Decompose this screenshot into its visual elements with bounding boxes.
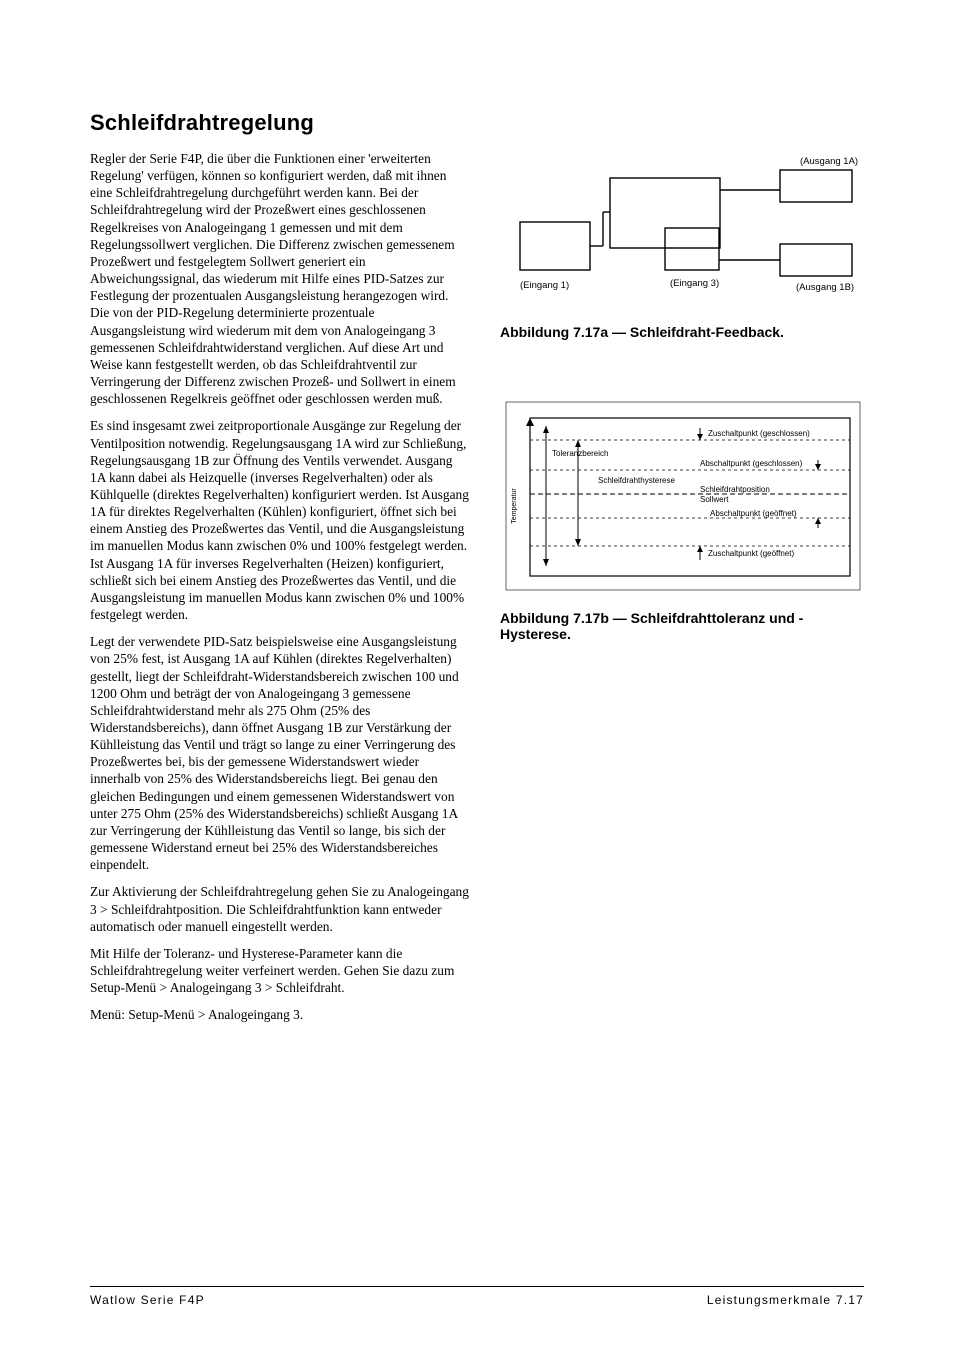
label-ausgang1b: (Ausgang 1B) (796, 282, 854, 293)
page-footer: Watlow Serie F4P Leistungsmerkmale 7.17 (90, 1286, 864, 1307)
body-paragraph: Regler der Serie F4P, die über die Funkt… (90, 150, 470, 407)
label-eingang3: (Eingang 3) (670, 278, 719, 289)
label-ab-geoeffnet: Abschaltpunkt (geöffnet) (710, 509, 797, 518)
body-paragraph: Zur Aktivierung der Schleifdrahtregelung… (90, 883, 470, 934)
label-zu-geschlossen: Zuschaltpunkt (geschlossen) (708, 429, 810, 438)
figure-17a: (Ausgang 1A) (Eingang 1) (Eingang 3) (Au… (500, 150, 870, 310)
label-toleranz: Toleranzbereich (552, 449, 608, 458)
page-title: Schleifdrahtregelung (90, 110, 470, 136)
label-eingang1: (Eingang 1) (520, 280, 569, 291)
label-hysterese: Schleifdrahthysterese (598, 476, 675, 485)
body-paragraph: Legt der verwendete PID-Satz beispielswe… (90, 633, 470, 873)
figure-17a-caption: Abbildung 7.17a — Schleifdraht-Feedback. (500, 324, 870, 340)
body-paragraph: Es sind insgesamt zwei zeitproportionale… (90, 417, 470, 623)
label-ab-geschlossen: Abschaltpunkt (geschlossen) (700, 459, 803, 468)
yaxis-label: Temperatur (511, 488, 518, 524)
body-paragraph: Mit Hilfe der Toleranz- und Hysterese-Pa… (90, 945, 470, 996)
figure-17b-caption: Abbildung 7.17b — Schleifdrahttoleranz u… (500, 610, 870, 642)
label-ausgang1a: (Ausgang 1A) (800, 156, 858, 167)
footer-right: Leistungsmerkmale 7.17 (707, 1293, 864, 1307)
figure-17b: Temperatur Toleranzbereich Zuschaltpunkt… (500, 396, 870, 596)
label-zu-geoeffnet: Zuschaltpunkt (geöffnet) (708, 549, 794, 558)
body-paragraph: Menü: Setup-Menü > Analogeingang 3. (90, 1006, 470, 1023)
footer-left: Watlow Serie F4P (90, 1293, 205, 1307)
label-position: Schleifdrahtposition (700, 485, 770, 494)
label-sollwert: Sollwert (700, 495, 729, 504)
